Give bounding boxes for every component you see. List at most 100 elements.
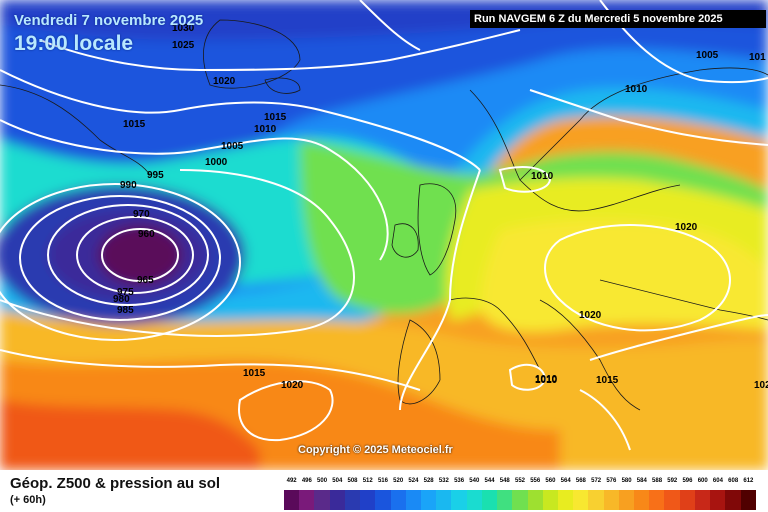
color-scale-swatch (588, 490, 604, 510)
color-scale-swatch (360, 490, 376, 510)
isobar-label: 101 (749, 52, 766, 63)
color-scale-swatch (451, 490, 467, 510)
color-scale-label: 572 (591, 478, 602, 484)
color-scale-swatch (436, 490, 452, 510)
isobar-label: 1020 (213, 76, 236, 87)
isobar-label: 1020 (754, 380, 768, 391)
isobar-label: 1010 (535, 375, 558, 386)
color-scale-label: 608 (728, 478, 739, 484)
isobar-label: 990 (120, 180, 137, 191)
color-scale-label: 568 (575, 478, 586, 484)
color-scale-label: 512 (362, 478, 373, 484)
forecast-map: 1030 1025 1020 1015 1015 1010 1005 1000 … (0, 0, 768, 470)
isobar-label: 1005 (696, 50, 719, 61)
color-scale-label: 600 (697, 478, 708, 484)
color-scale-label: 532 (438, 478, 449, 484)
color-scale-swatch (497, 490, 513, 510)
color-scale-label: 596 (682, 478, 693, 484)
color-scale-swatch (299, 490, 315, 510)
color-scale-swatch (314, 490, 330, 510)
isobar-label: 995 (147, 170, 164, 181)
color-scale-swatch (420, 490, 437, 510)
color-scale-label: 504 (332, 478, 343, 484)
color-scale-swatch (375, 490, 391, 510)
color-scale-label: 604 (712, 478, 723, 484)
color-scale-swatch (390, 490, 406, 510)
color-scale-label: 612 (743, 478, 754, 484)
color-scale-swatch (284, 490, 300, 510)
color-scale-swatch (542, 490, 558, 510)
isobar-label: 1010 (254, 124, 277, 135)
color-scale-labels: 492 496 500 504 508 512 516 520 524 528 532 536 540 5… (284, 478, 756, 488)
color-scale-swatch (557, 490, 574, 510)
color-scale-label: 576 (606, 478, 617, 484)
color-scale-swatch (527, 490, 543, 510)
color-scale-swatch (344, 490, 361, 510)
color-scale-swatch (466, 490, 482, 510)
color-scale-swatch (512, 490, 528, 510)
color-scale-swatch (405, 490, 421, 510)
color-scale-swatch (740, 490, 756, 510)
isobar-label: 1025 (172, 40, 195, 51)
color-scale-label: 548 (499, 478, 510, 484)
color-scale-label: 496 (301, 478, 312, 484)
color-scale-swatch (329, 490, 345, 510)
isobar-label: 1020 (675, 222, 698, 233)
isobar-label: 1015 (123, 119, 146, 130)
color-scale-label: 500 (317, 478, 328, 484)
legend-footer: Géop. Z500 & pression au sol (+ 60h) 492… (0, 470, 768, 512)
isobar-label: 1010 (531, 171, 554, 182)
isobar-label: 1000 (205, 157, 228, 168)
isobar-label: 965 (137, 275, 154, 286)
color-scale-label: 516 (377, 478, 388, 484)
isobar-label: 960 (138, 229, 155, 240)
color-scale-label: 580 (621, 478, 632, 484)
color-scale-label: 560 (545, 478, 556, 484)
isobar-label: 1015 (243, 368, 266, 379)
color-scale-label: 556 (530, 478, 541, 484)
color-scale-label: 552 (514, 478, 525, 484)
color-scale-label: 588 (652, 478, 663, 484)
color-scale-swatch (710, 490, 726, 510)
color-scale-swatch (664, 490, 680, 510)
isobars (0, 0, 768, 450)
color-scale-label: 508 (347, 478, 358, 484)
color-scale-swatch (694, 490, 711, 510)
isobar-label: 1010 (625, 84, 648, 95)
color-scale-label: 528 (423, 478, 434, 484)
isobar-label: 1005 (221, 141, 244, 152)
color-scale-label: 524 (408, 478, 419, 484)
color-scale-label: 492 (286, 478, 297, 484)
isobar-label: 975 (117, 287, 134, 298)
color-scale-label: 544 (484, 478, 495, 484)
valid-date: Vendredi 7 novembre 2025 (14, 12, 204, 29)
color-scale-swatch (481, 490, 498, 510)
isobar-label: 1020 (281, 380, 304, 391)
isobar-label: 1015 (264, 112, 287, 123)
color-scale-swatch (725, 490, 741, 510)
isobar-label: 1010 (535, 374, 558, 385)
isobar-label: 985 (117, 305, 134, 316)
color-scale-bar (284, 490, 756, 510)
color-scale-label: 584 (636, 478, 647, 484)
product-title: Géop. Z500 & pression au sol (10, 475, 221, 492)
copyright-notice: Copyright © 2025 Meteociel.fr (298, 444, 453, 456)
map-canvas: 1030 1025 1020 1015 1015 1010 1005 1000 … (0, 0, 768, 470)
isobar-label: 1030 (172, 23, 195, 34)
color-scale: 492 496 500 504 508 512 516 520 524 528 532 536 540 5… (284, 478, 756, 510)
color-scale-swatch (634, 490, 650, 510)
color-scale-label: 540 (469, 478, 480, 484)
color-scale-swatch (618, 490, 635, 510)
isobar-labels: 1030 1025 1020 1015 1015 1010 1005 1000 … (113, 23, 768, 391)
color-scale-swatch (573, 490, 589, 510)
color-scale-label: 536 (454, 478, 465, 484)
isobar-label: 1015 (596, 375, 619, 386)
color-scale-swatch (649, 490, 665, 510)
isobar-label: 1020 (579, 310, 602, 321)
color-scale-label: 592 (667, 478, 678, 484)
lead-time: (+ 60h) (10, 494, 46, 506)
isobar-label: 980 (113, 294, 130, 305)
isobar-label: 970 (133, 209, 150, 220)
coastlines (0, 19, 768, 411)
color-scale-label: 564 (560, 478, 571, 484)
